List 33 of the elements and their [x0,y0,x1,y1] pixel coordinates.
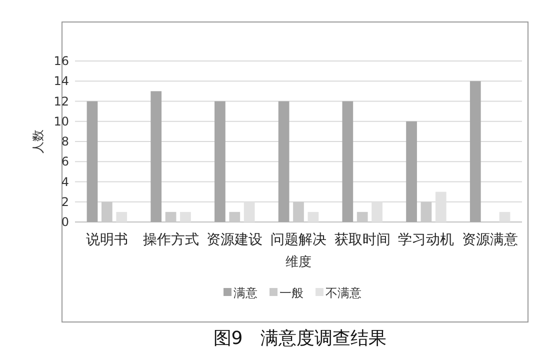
x-tick-label: 资源满意 [462,232,518,248]
x-tick-label: 学习动机 [398,232,454,248]
y-tick-label: 2 [61,194,69,209]
y-tick-label: 16 [54,54,69,68]
bar [214,101,226,222]
legend-label: 满意 [234,286,258,300]
y-tick-label: 4 [61,174,69,189]
x-tick-label: 获取时间 [334,232,390,248]
bar [406,121,417,222]
x-tick-label: 资源建设 [206,232,263,248]
bar [180,212,191,222]
y-tick-label: 14 [54,74,69,88]
x-tick-label: 问题解决 [270,232,326,248]
x-tick-label: 操作方式 [142,232,199,248]
y-axis-title: 人数 [31,130,45,154]
y-tick-label: 12 [54,94,69,108]
bar [86,101,98,222]
bar [116,212,128,222]
legend-label: 不满意 [326,286,362,300]
x-tick-label: 说明书 [86,232,128,248]
bar [342,101,354,222]
bar [499,212,510,222]
legend-label: 一般 [280,286,304,300]
x-axis-title: 维度 [286,254,312,270]
bar [278,101,290,222]
text: 图9 满意度调查结果 [213,328,387,349]
y-tick-label: 8 [61,134,69,148]
y-tick-label: 10 [54,114,69,128]
y-tick-label: 0 [61,215,69,229]
bar [308,212,319,222]
y-tick-label: 6 [61,154,69,169]
bar [150,91,162,222]
bar [470,81,481,222]
